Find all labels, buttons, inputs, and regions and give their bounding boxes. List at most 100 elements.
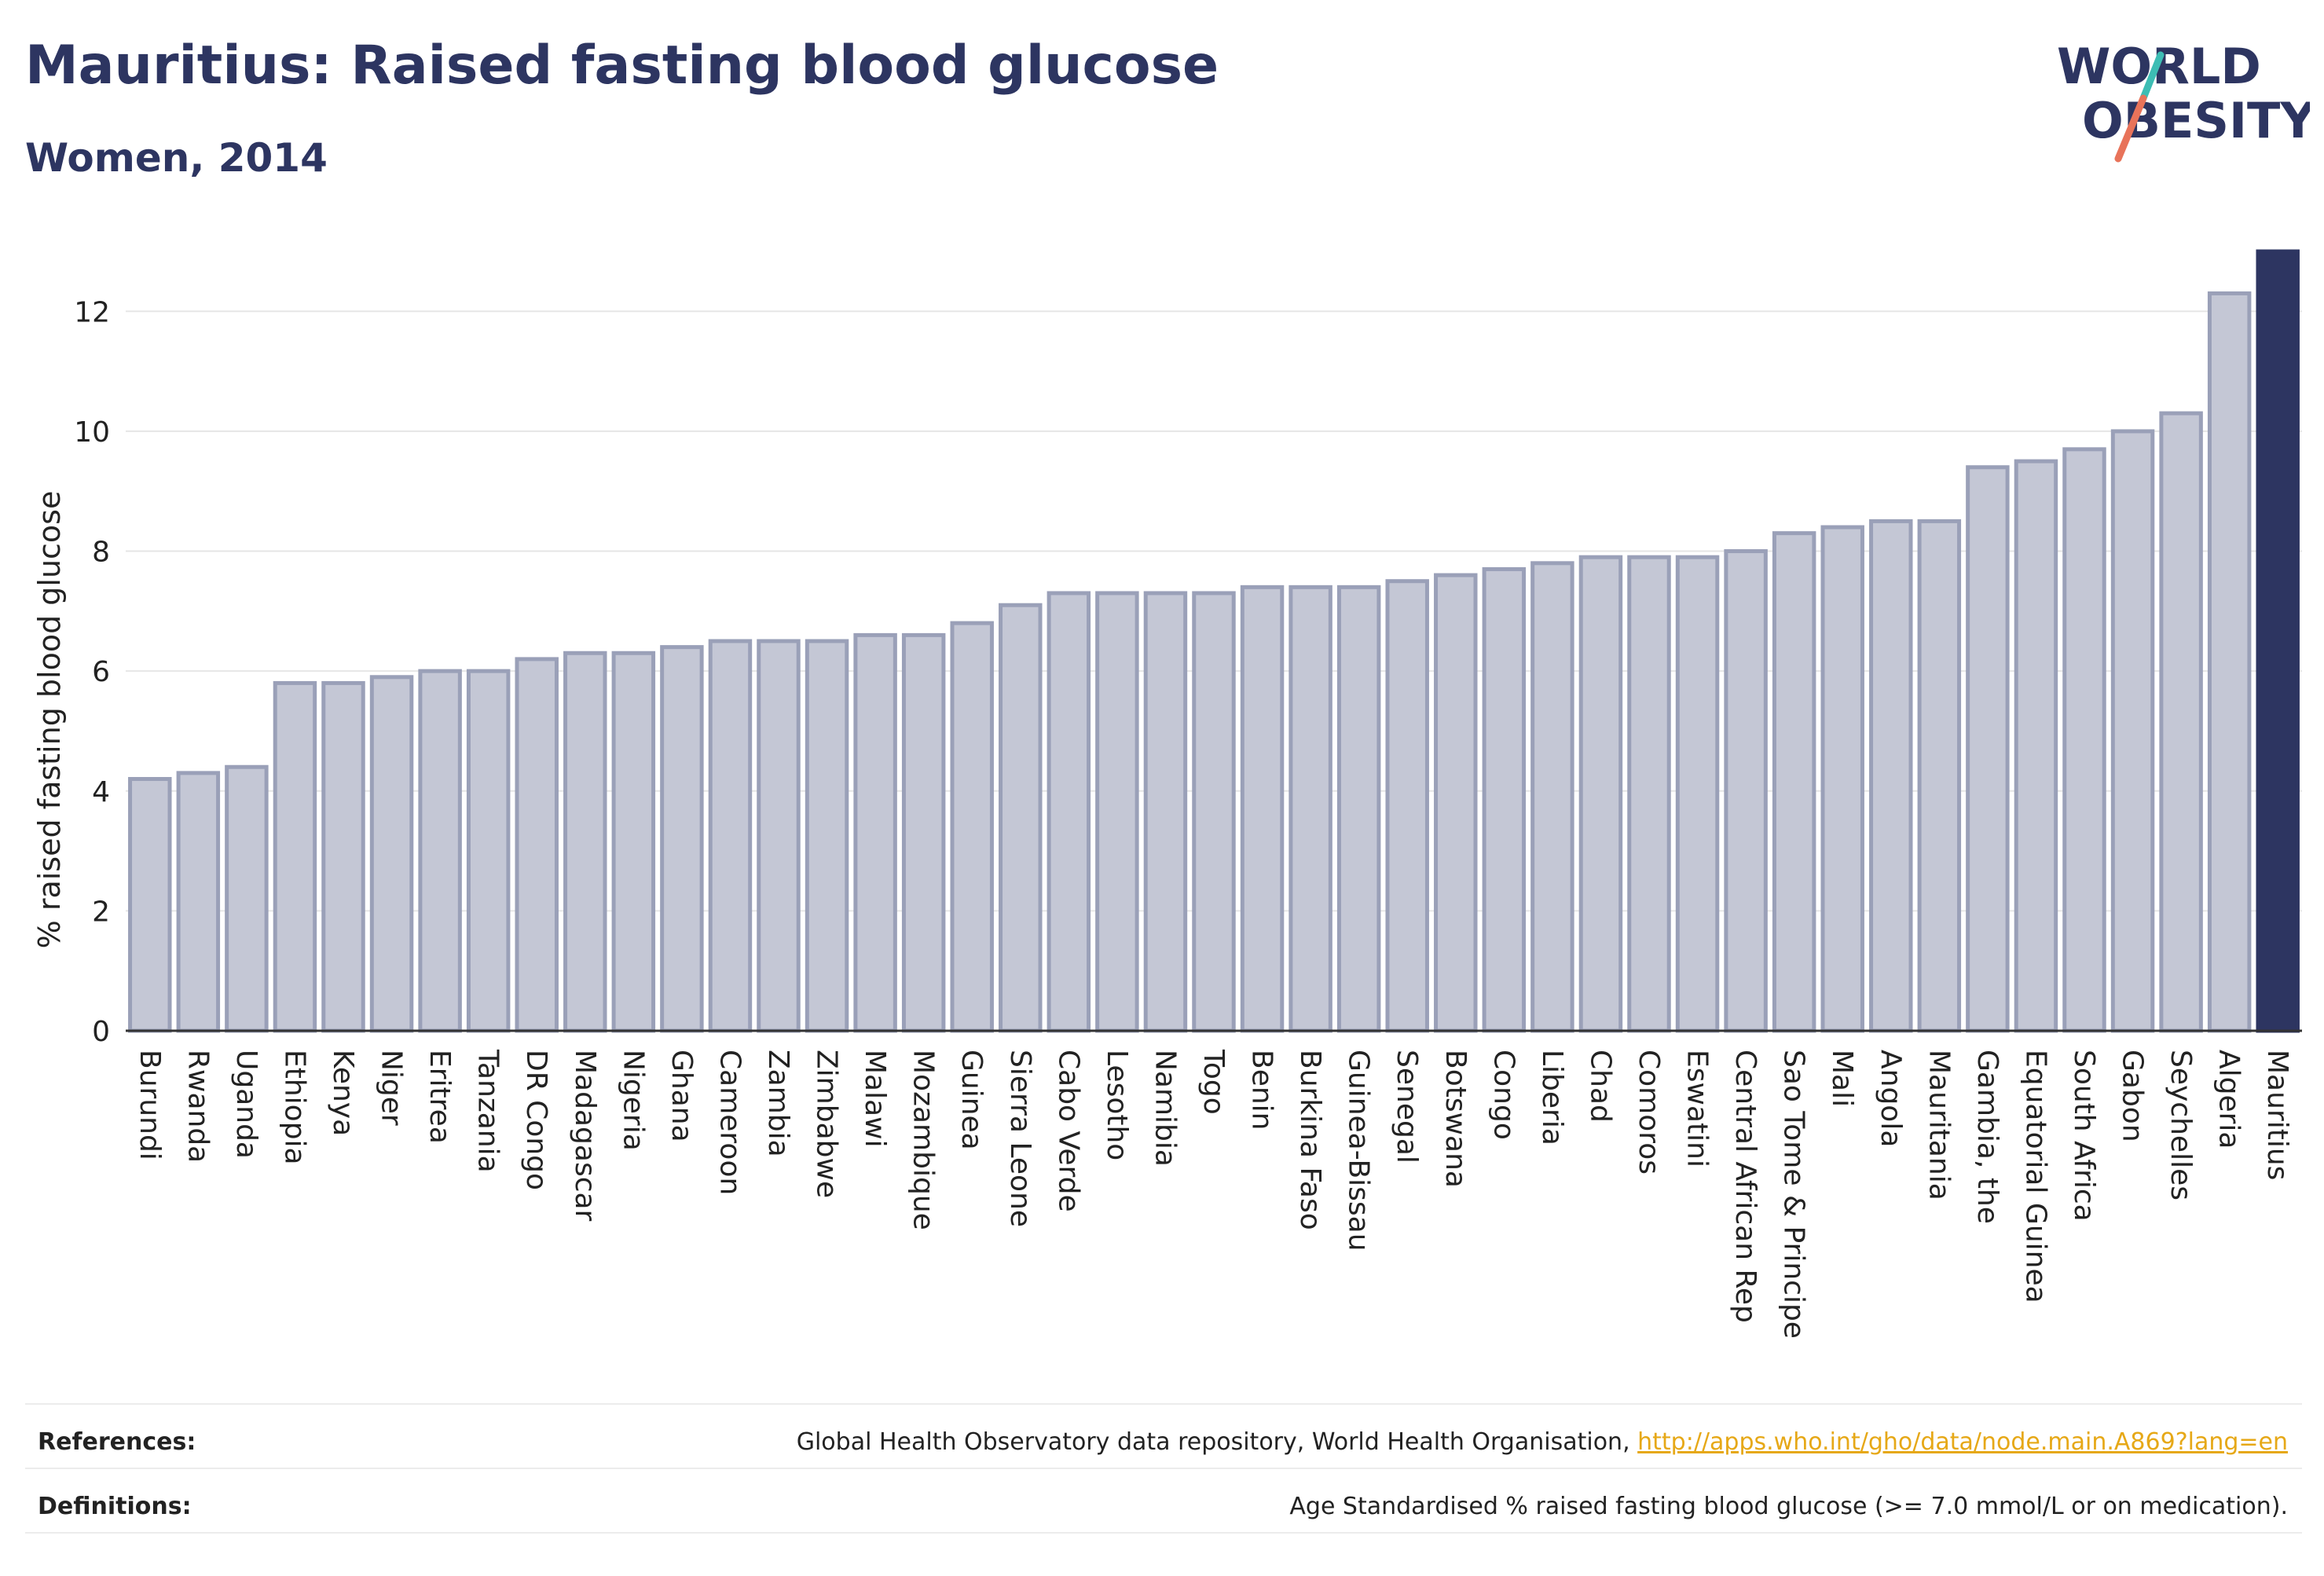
bar-zimbabwe [805, 639, 849, 1033]
bar-algeria [2207, 291, 2252, 1033]
y-tick-label: 10 [74, 416, 110, 449]
bar-gabon [2110, 429, 2155, 1033]
x-tick-label: Sierra Leone [1004, 1050, 1036, 1227]
bar-tanzania [466, 669, 511, 1033]
definitions-label: Definitions: [38, 1493, 192, 1520]
bar-lesotho [1095, 591, 1139, 1033]
references-link[interactable]: http://apps.who.int/gho/data/node.main.A… [1637, 1428, 2288, 1456]
bar-chad [1578, 555, 1623, 1033]
y-tick-label: 2 [92, 896, 110, 928]
bar-chart: 0 2 4 6 8 10 12 Burundi Rwanda Uganda Ethiopia Ken… [32, 249, 2302, 1339]
x-tick-label: Cabo Verde [1052, 1050, 1084, 1212]
bar-nigeria [611, 651, 656, 1033]
bar-kenya [321, 680, 365, 1033]
bar-angola [1869, 519, 1913, 1033]
y-axis-ticks: 0 2 4 6 8 10 12 [74, 296, 110, 1048]
x-tick-label: Mauritania [1923, 1050, 1955, 1200]
bar-comoros [1627, 555, 1671, 1033]
x-tick-label: Mozambique [907, 1050, 940, 1230]
x-tick-label: Kenya [327, 1050, 359, 1136]
bar-liberia [1530, 561, 1574, 1033]
x-tick-label: Eritrea [423, 1050, 456, 1144]
bar-togo [1192, 591, 1236, 1033]
x-tick-label: Liberia [1536, 1050, 1568, 1145]
bar-burkina-faso [1288, 585, 1332, 1033]
references-text: Global Health Observatory data repositor… [796, 1428, 1638, 1456]
y-axis-label: % raised fasting blood glucose [32, 491, 67, 949]
bar-guinea-bissau [1336, 585, 1381, 1033]
footer-divider-bottom [25, 1532, 2302, 1534]
bar-rwanda [176, 771, 221, 1033]
x-tick-label: Eswatini [1681, 1050, 1714, 1167]
x-tick-label: Algeria [2213, 1050, 2245, 1149]
x-tick-label: Malawi [859, 1050, 891, 1148]
x-tick-label: Sao Tome & Principe [1778, 1050, 1810, 1339]
x-tick-label: Ghana [665, 1050, 698, 1142]
bar-namibia [1143, 591, 1188, 1033]
bar-gambia-the [1966, 465, 2010, 1033]
x-tick-label: Uganda [230, 1050, 262, 1159]
y-tick-label: 4 [92, 776, 110, 808]
bar-mali [1820, 525, 1864, 1033]
x-tick-label: Angola [1875, 1050, 1907, 1147]
x-tick-label: Congo [1487, 1050, 1519, 1140]
footer-divider-top [25, 1403, 2302, 1405]
world-obesity-logo: WORLD OBESITY [2057, 38, 2310, 163]
references-label: References: [38, 1428, 196, 1456]
definitions-value: Age Standardised % raised fasting blood … [1289, 1493, 2288, 1520]
x-tick-label: Seychelles [2165, 1050, 2197, 1200]
bar-dr-congo [515, 657, 559, 1033]
bar-uganda [225, 764, 269, 1033]
x-tick-label: Central African Rep [1729, 1050, 1761, 1323]
bar-zambia [757, 639, 801, 1033]
bar-eswatini [1675, 555, 1720, 1033]
x-tick-label: Senegal [1391, 1050, 1423, 1164]
x-tick-label: Benin [1246, 1050, 1278, 1130]
x-tick-label: Gabon [2117, 1050, 2149, 1142]
x-tick-label: Botswana [1439, 1050, 1472, 1188]
x-tick-label: Burkina Faso [1294, 1050, 1326, 1230]
x-tick-label: Zambia [762, 1050, 794, 1157]
bar-mauritius [2256, 249, 2300, 1033]
bar-botswana [1434, 573, 1478, 1033]
bar-benin [1240, 585, 1285, 1033]
y-tick-label: 8 [92, 537, 110, 569]
x-tick-label: Lesotho [1101, 1050, 1133, 1160]
page-title: Mauritius: Raised fasting blood glucose [25, 35, 1219, 97]
bar-madagascar [563, 651, 607, 1033]
x-tick-label: Namibia [1149, 1050, 1181, 1167]
bar-ethiopia [273, 680, 317, 1033]
bar-central-african-rep [1724, 549, 1768, 1033]
bar-niger [369, 675, 414, 1033]
bar-burundi [128, 777, 172, 1033]
x-tick-label: Cameroon [713, 1050, 746, 1195]
bar-equatorial-guinea [2014, 459, 2058, 1033]
logo-slash-coral [2114, 94, 2147, 163]
bar-guinea [950, 621, 994, 1033]
y-tick-label: 6 [92, 656, 110, 688]
logo-text-line2: OBESITY [2082, 92, 2310, 149]
bar-sierra-leone [999, 603, 1043, 1033]
x-tick-label: Togo [1197, 1049, 1230, 1115]
x-tick-label: DR Congo [520, 1050, 552, 1190]
bars-layer [128, 249, 2300, 1033]
bar-malawi [853, 632, 897, 1033]
x-tick-label: Mali [1826, 1050, 1858, 1107]
y-tick-label: 0 [92, 1016, 110, 1048]
bar-sao-tome-principe [1772, 531, 1816, 1033]
x-tick-label: Guinea-Bissau [1343, 1050, 1375, 1252]
x-tick-label: Mauritius [2261, 1050, 2293, 1180]
footer-divider-middle [25, 1468, 2302, 1469]
x-tick-label: Gambia, the [1971, 1050, 2003, 1224]
x-tick-label: Niger [376, 1050, 408, 1126]
x-tick-label: Tanzania [472, 1049, 504, 1173]
bar-south-africa [2062, 447, 2106, 1033]
x-tick-label: Guinea [955, 1050, 988, 1150]
logo-slash-teal [2139, 51, 2165, 102]
bar-cabo-verde [1047, 591, 1091, 1033]
x-tick-label: Chad [1584, 1050, 1616, 1123]
bar-mauritania [1917, 519, 1962, 1033]
x-tick-label: Ethiopia [278, 1050, 310, 1165]
bar-senegal [1385, 579, 1429, 1033]
y-tick-label: 12 [74, 296, 110, 328]
